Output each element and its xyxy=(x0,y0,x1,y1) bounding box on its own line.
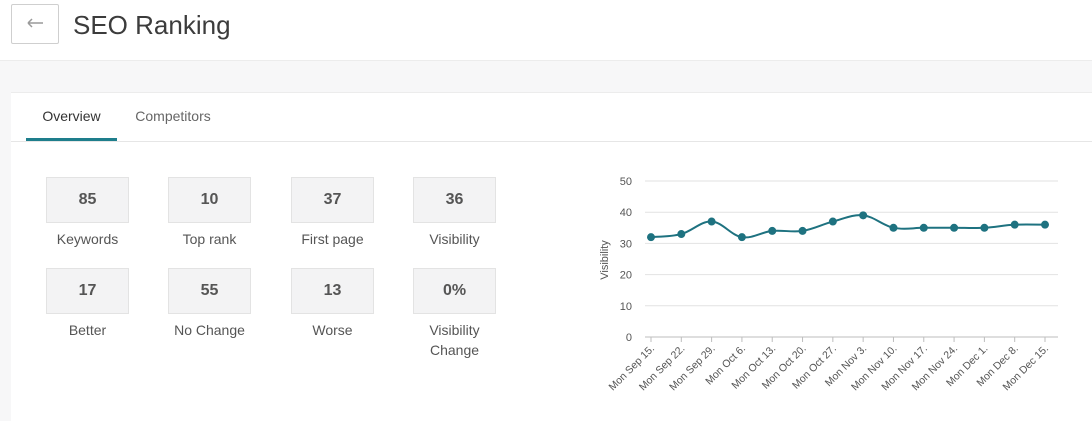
stat-better: 17 Better xyxy=(46,268,129,340)
stat-visibility: 36 Visibility xyxy=(413,177,496,249)
stat-top-rank: 10 Top rank xyxy=(168,177,251,249)
data-point[interactable] xyxy=(677,230,686,239)
chart-grid xyxy=(645,180,1058,338)
back-button[interactable] xyxy=(11,4,59,44)
stat-value: 55 xyxy=(168,268,251,314)
y-tick-label: 20 xyxy=(620,270,632,282)
data-point[interactable] xyxy=(647,233,655,242)
stat-value: 85 xyxy=(46,177,129,223)
y-tick-label: 0 xyxy=(626,332,632,344)
y-tick-label: 30 xyxy=(620,238,632,250)
tab-overview[interactable]: Overview xyxy=(26,93,117,141)
data-point[interactable] xyxy=(950,223,959,232)
data-point[interactable] xyxy=(737,233,746,242)
data-points xyxy=(647,211,1049,242)
y-tick-label: 10 xyxy=(620,301,632,313)
stat-no-change: 55 No Change xyxy=(168,268,251,340)
data-point[interactable] xyxy=(919,223,928,232)
stat-value: 37 xyxy=(291,177,374,223)
stat-value: 36 xyxy=(413,177,496,223)
y-axis-ticks: 0 10 20 30 40 50 xyxy=(620,176,632,344)
data-point[interactable] xyxy=(768,226,777,235)
data-point[interactable] xyxy=(798,226,807,235)
stat-label: Visibility xyxy=(429,231,480,247)
data-point[interactable] xyxy=(980,223,989,232)
y-tick-label: 40 xyxy=(620,207,632,219)
y-axis-label: Visibility xyxy=(599,240,611,280)
tab-bar: Overview Competitors xyxy=(11,93,1092,142)
visibility-chart: 0 10 20 30 40 50 Visibility Mon Sep 15.Mon Se… xyxy=(599,176,1058,393)
stat-first-page: 37 First page xyxy=(291,177,374,249)
data-point[interactable] xyxy=(828,217,837,226)
stat-label: Better xyxy=(68,322,107,338)
y-tick-label: 50 xyxy=(620,176,632,188)
data-point[interactable] xyxy=(1010,220,1019,229)
page-title: SEO Ranking xyxy=(73,10,231,40)
stat-label: Keywords xyxy=(56,231,119,247)
stat-worse: 13 Worse xyxy=(291,268,374,340)
stat-value: 0% xyxy=(413,268,496,314)
overview-card: Overview Competitors 85 Keywords 10 Top … xyxy=(11,92,1092,421)
data-point[interactable] xyxy=(1041,220,1049,229)
stat-visibility-change: 0% Visibility Change xyxy=(413,268,496,360)
stat-label: Visibility Change xyxy=(429,322,480,358)
stat-value: 13 xyxy=(291,268,374,314)
page-header: SEO Ranking xyxy=(0,0,1092,61)
stat-value: 10 xyxy=(168,177,251,223)
arrow-left-icon xyxy=(27,18,43,28)
stat-label: No Change xyxy=(174,322,245,338)
stat-label: Worse xyxy=(312,322,353,338)
stat-label: Top rank xyxy=(182,231,237,247)
data-point[interactable] xyxy=(859,211,868,220)
stat-keywords: 85 Keywords xyxy=(46,177,129,249)
x-axis-ticks: Mon Sep 15.Mon Sep 22.Mon Sep 29.Mon Oct… xyxy=(607,337,1051,393)
stat-value: 17 xyxy=(46,268,129,314)
stat-label: First page xyxy=(301,231,364,247)
data-point[interactable] xyxy=(707,217,716,226)
data-point[interactable] xyxy=(889,223,898,232)
tab-competitors[interactable]: Competitors xyxy=(135,108,211,124)
